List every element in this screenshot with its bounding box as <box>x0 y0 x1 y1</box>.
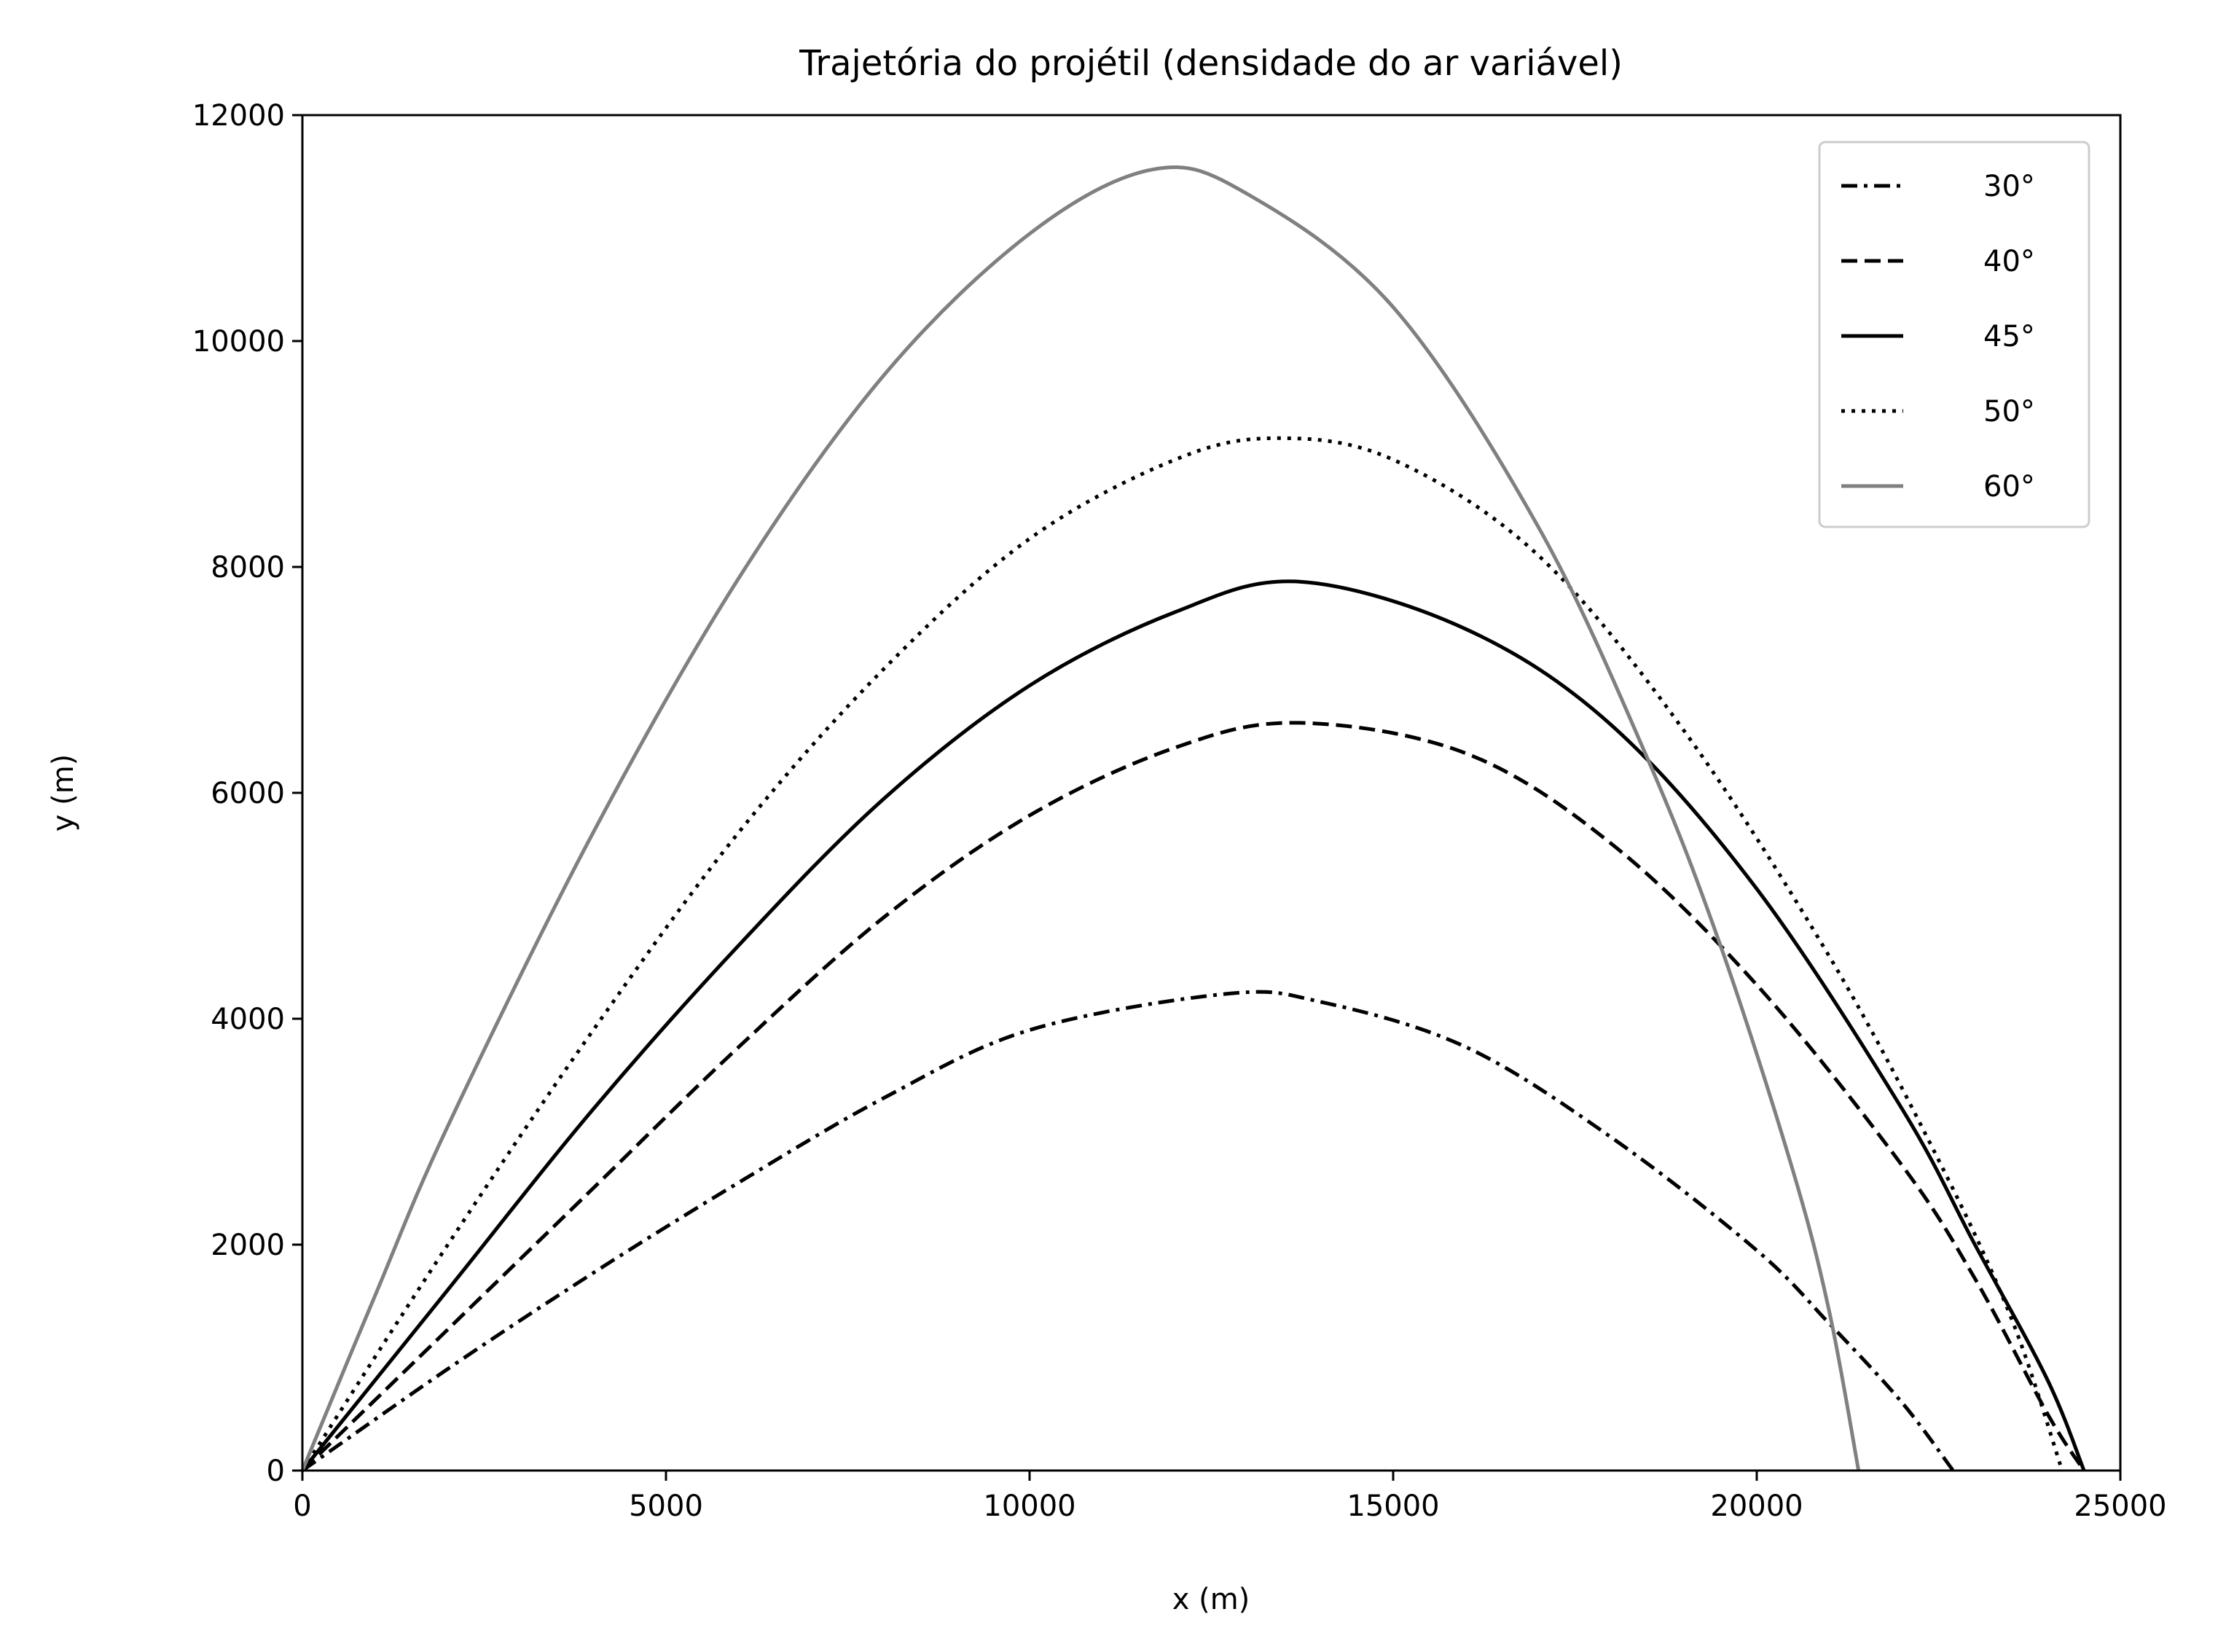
y-tick-label: 8000 <box>211 551 285 584</box>
plot-area <box>300 114 2122 1473</box>
x-tick-label: 25000 <box>2074 1489 2166 1523</box>
legend: 30° 40° 45° 50° 60° <box>1818 141 2090 528</box>
y-tick-label: 4000 <box>211 1003 285 1036</box>
x-tick-label: 5000 <box>629 1489 703 1523</box>
x-axis-label: x (m) <box>1172 1583 1250 1616</box>
legend-label: 50° <box>1983 395 2035 428</box>
x-axis-ticks: 0 5000 10000 15000 20000 25000 <box>293 1471 2167 1523</box>
series-line <box>301 990 1955 1473</box>
y-tick-label: 6000 <box>211 777 285 810</box>
y-tick-label: 0 <box>267 1455 285 1488</box>
x-tick-label: 10000 <box>983 1489 1075 1523</box>
y-axis-label: y (m) <box>47 754 80 832</box>
x-tick-label: 15000 <box>1347 1489 1439 1523</box>
y-axis-ticks: 0 2000 4000 6000 8000 10000 12000 <box>192 99 302 1488</box>
x-tick-label: 20000 <box>1710 1489 1803 1523</box>
legend-box <box>1818 141 2090 528</box>
y-tick-label: 2000 <box>211 1229 285 1262</box>
y-tick-label: 10000 <box>192 325 285 359</box>
series-line <box>300 165 1861 1471</box>
chart-title: Trajetória do projétil (densidade do ar … <box>799 43 1623 84</box>
series-line <box>301 721 2086 1472</box>
legend-label: 30° <box>1983 170 2035 203</box>
series-line <box>301 579 2086 1472</box>
legend-label: 45° <box>1983 320 2035 353</box>
legend-label: 60° <box>1983 470 2035 504</box>
y-tick-label: 12000 <box>192 99 285 133</box>
series-line <box>300 436 2064 1472</box>
x-tick-label: 0 <box>293 1489 311 1523</box>
plot-background <box>302 115 2120 1471</box>
legend-label: 40° <box>1983 245 2035 278</box>
series-layer <box>300 165 2086 1473</box>
